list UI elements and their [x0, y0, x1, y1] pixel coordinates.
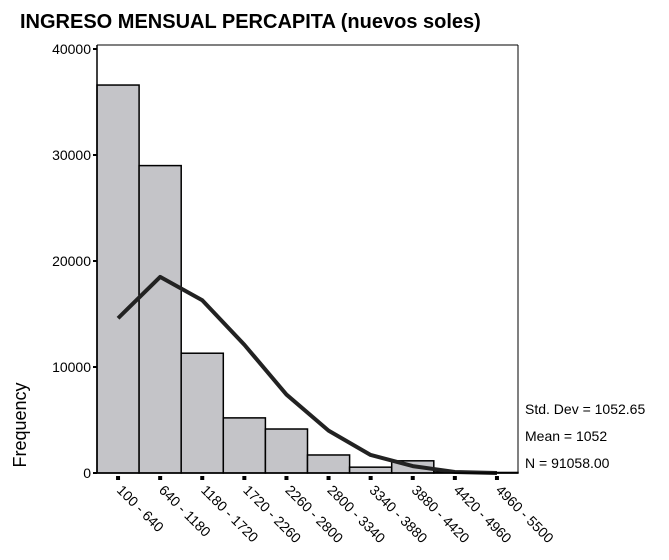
x-tick	[116, 476, 121, 480]
x-tick	[452, 476, 457, 480]
normal-curve	[116, 274, 498, 475]
x-tick	[284, 476, 289, 480]
bar	[306, 454, 351, 474]
x-tick	[368, 476, 373, 480]
bar	[180, 352, 225, 474]
x-tick	[326, 476, 331, 480]
x-tick	[410, 476, 415, 480]
y-tick-label: 20000	[52, 253, 91, 269]
bar	[348, 466, 393, 474]
y-axis-label: Frequency	[10, 382, 30, 467]
x-tick	[242, 476, 247, 480]
y-tick-label: 40000	[52, 41, 91, 57]
stats-label: Mean = 1052	[525, 428, 607, 444]
stats-label: Std. Dev = 1052.65	[525, 401, 645, 417]
bar	[96, 84, 140, 474]
bar	[264, 428, 309, 474]
x-tick	[200, 476, 205, 480]
x-tick	[158, 476, 163, 480]
y-tick-label: 10000	[52, 359, 91, 375]
chart-title: INGRESO MENSUAL PERCAPITA (nuevos soles)	[20, 11, 481, 33]
y-tick-label: 0	[83, 465, 91, 481]
y-tick-label: 30000	[52, 147, 91, 163]
stats-label: N = 91058.00	[525, 455, 610, 471]
x-tick	[494, 476, 499, 480]
bar	[222, 417, 267, 474]
bar	[138, 164, 182, 474]
